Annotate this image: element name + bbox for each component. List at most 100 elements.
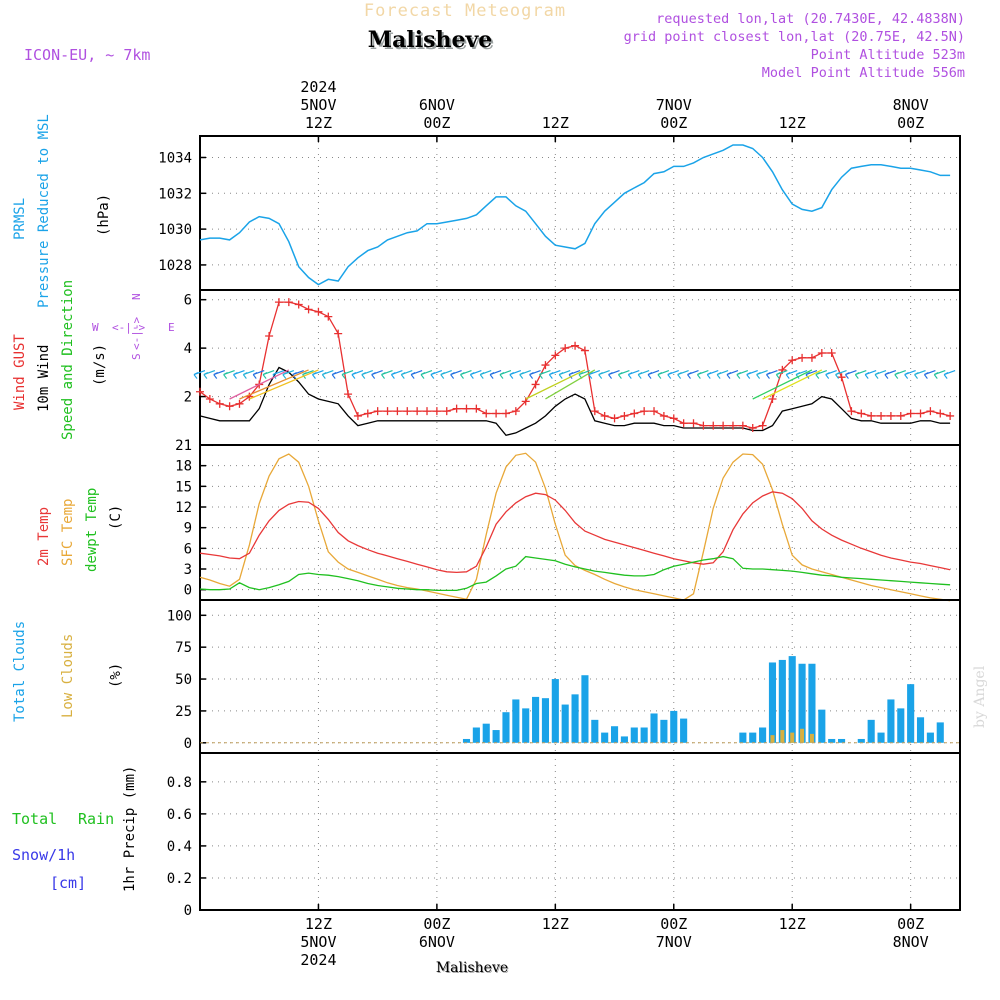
location-title-shadow: Malisheve <box>370 29 494 55</box>
gust-marker <box>798 353 807 362</box>
model-label: ICON-EU, ~ 7km <box>24 46 150 64</box>
compass-w: W <box>92 321 99 334</box>
label-total-clouds: Total Clouds <box>12 621 28 722</box>
series-prmsl <box>199 144 951 286</box>
wind-arrow-shaft <box>762 369 823 400</box>
gust-marker <box>640 407 649 416</box>
compass-s: S <box>130 353 143 360</box>
gust-marker <box>788 356 797 365</box>
gust-marker <box>472 404 481 413</box>
wind-arrow <box>331 369 344 379</box>
gust-marker <box>225 402 234 411</box>
time-label-bottom: 6NOV <box>419 933 455 951</box>
wind-arrow <box>943 369 956 379</box>
wind-arrow <box>203 369 216 379</box>
gust-marker <box>807 353 816 362</box>
panel-labels-temp: 2m Temp SFC Temp dewpt Temp (C) <box>36 488 124 572</box>
gust-marker <box>373 407 382 416</box>
wind-arrow <box>469 369 482 379</box>
label-dewpt-temp: dewpt Temp <box>84 488 100 572</box>
bar-total-clouds <box>936 722 944 743</box>
gust-marker <box>551 351 560 360</box>
gust-marker <box>857 409 866 418</box>
label-rain: Rain <box>78 810 114 828</box>
wind-arrow <box>716 369 729 379</box>
bar-total-clouds <box>680 718 688 743</box>
y-tick-label: 1032 <box>158 186 192 202</box>
plot-area: 1028 1030 1032 1034 2 4 6 0 3 6 9 12 15 18 21 0 25 50 75 10… <box>158 135 961 919</box>
gust-marker <box>531 380 540 389</box>
wind-arrow <box>341 369 354 379</box>
wind-arrow <box>499 369 512 379</box>
label-ms: (m/s) <box>92 344 108 386</box>
wind-arrow <box>696 369 709 379</box>
compass-e: E <box>168 321 175 334</box>
gust-marker <box>541 361 550 370</box>
bar-total-clouds <box>620 736 628 743</box>
bar-total-clouds <box>857 738 865 743</box>
label-sfc-temp: SFC Temp <box>60 499 76 566</box>
wind-arrow <box>647 369 660 379</box>
gust-marker <box>501 409 510 418</box>
wind-arrow <box>637 369 650 379</box>
bar-total-clouds <box>818 709 826 743</box>
gust-marker <box>462 404 471 413</box>
bar-total-clouds <box>778 659 786 743</box>
gust-marker <box>847 407 856 416</box>
wind-arrow <box>844 369 857 379</box>
wind-arrow <box>627 369 640 379</box>
bar-low-clouds <box>790 732 795 743</box>
time-label-top: 12Z <box>542 114 569 132</box>
panel-labels-pressure: PRMSL Pressure Reduced to MSL (hPa) <box>12 114 112 308</box>
panel-3: 0 3 6 9 12 15 18 21 <box>175 438 961 602</box>
panel-1: 1028 1030 1032 1034 <box>158 135 961 291</box>
time-label-top: 5NOV <box>300 96 336 114</box>
time-label-bottom: 00Z <box>660 915 687 933</box>
gust-marker <box>363 409 372 418</box>
y-tick-label: 0.6 <box>167 807 192 823</box>
label-pct: (%) <box>108 663 124 688</box>
wind-arrow <box>321 369 334 379</box>
panel-frame <box>199 135 961 291</box>
wind-arrow <box>390 369 403 379</box>
panel-frame <box>199 444 961 601</box>
y-tick-label: 2 <box>184 390 192 406</box>
time-label-bottom: 00Z <box>897 915 924 933</box>
wind-arrow <box>311 369 324 379</box>
gust-marker <box>403 407 412 416</box>
time-label-bottom: 7NOV <box>656 933 692 951</box>
wind-arrow <box>529 369 541 379</box>
gust-marker <box>877 411 886 420</box>
bar-total-clouds <box>759 727 767 743</box>
y-tick-label: 12 <box>175 500 192 516</box>
gust-marker <box>659 411 668 420</box>
gust-marker <box>699 421 708 430</box>
wind-arrow-shaft <box>229 369 290 400</box>
y-tick-label: 50 <box>175 672 192 688</box>
time-label-top: 00Z <box>423 114 450 132</box>
gust-marker <box>492 409 501 418</box>
label-10m-wind: 10m Wind <box>36 345 52 412</box>
gust-marker <box>709 421 718 430</box>
wind-arrow <box>933 369 946 379</box>
bar-total-clouds <box>788 656 796 743</box>
gust-marker <box>827 348 836 357</box>
y-tick-label: 21 <box>175 438 192 454</box>
gust-marker <box>610 414 619 423</box>
bar-total-clouds <box>462 738 471 743</box>
gust-marker <box>215 399 224 408</box>
wind-arrow <box>262 369 275 379</box>
label-total: Total <box>12 810 57 828</box>
bar-total-clouds <box>482 723 490 743</box>
bar-total-clouds <box>650 713 658 743</box>
panel-frame <box>199 289 961 446</box>
wind-arrow <box>756 369 768 379</box>
panel-labels-wind: Wind GUST 10m Wind Speed and Direction (… <box>12 280 175 440</box>
bar-total-clouds <box>828 738 836 743</box>
wind-direction-arrows <box>193 369 956 400</box>
wind-arrow <box>420 369 433 379</box>
wind-arrow-shaft <box>752 369 813 400</box>
bar-total-clouds <box>907 684 915 743</box>
bar-total-clouds <box>522 708 530 743</box>
